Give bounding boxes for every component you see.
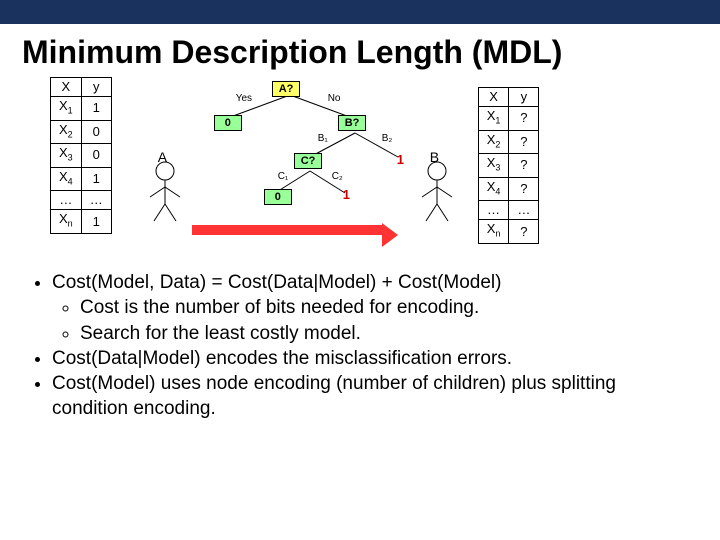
tree-root: A? — [272, 81, 301, 97]
list-item: Cost(Data|Model) encodes the misclassifi… — [52, 347, 690, 371]
edge-label-b2: B₂ — [382, 133, 393, 144]
table-row: …… — [51, 191, 112, 210]
tree-leaf: 1 — [397, 152, 404, 167]
tree-leaf: 0 — [264, 189, 292, 205]
col-header: X — [478, 88, 509, 107]
table-row: X y — [51, 78, 112, 97]
list-item: Cost(Model) uses node encoding (number o… — [52, 372, 690, 421]
col-header: y — [81, 78, 111, 97]
decision-tree-diagram: A? B? C? Yes No B₁ B₂ C₁ C₂ 0 1 0 1 A — [130, 77, 460, 257]
person-a-icon — [140, 159, 190, 229]
list-item: Cost(Model, Data) = Cost(Data|Model) + C… — [52, 271, 690, 346]
tree-node-b: B? — [338, 115, 367, 131]
table-row: X y — [478, 88, 539, 107]
left-data-table: X y X11 X20 X30 X41 …… Xn1 — [50, 77, 112, 234]
person-a-label: A — [158, 149, 167, 165]
col-header: y — [509, 88, 539, 107]
tree-node-c: C? — [294, 153, 323, 169]
edge-label-yes: Yes — [236, 93, 252, 104]
tree-leaf: 1 — [343, 187, 350, 202]
table-row: X20 — [51, 120, 112, 144]
edge-label-no: No — [328, 93, 341, 104]
slide-top-bar — [0, 0, 720, 24]
figure-row: X y X11 X20 X30 X41 …… Xn1 A? B? C? Yes … — [0, 77, 720, 257]
table-row: X30 — [51, 144, 112, 168]
edge-label-b1: B₁ — [318, 133, 328, 144]
edge-label-c1: C₁ — [278, 171, 289, 182]
list-item: Cost is the number of bits needed for en… — [80, 296, 690, 320]
table-row: Xn? — [478, 220, 539, 244]
table-row: X11 — [51, 97, 112, 121]
list-item: Search for the least costly model. — [80, 322, 690, 346]
person-b-label: B — [430, 149, 439, 165]
person-b-icon — [412, 159, 462, 229]
table-row: X1? — [478, 107, 539, 131]
bullet-list: Cost(Model, Data) = Cost(Data|Model) + C… — [30, 271, 690, 421]
page-title: Minimum Description Length (MDL) — [22, 34, 720, 71]
table-row: Xn1 — [51, 210, 112, 234]
table-row: X3? — [478, 154, 539, 178]
table-row: X2? — [478, 130, 539, 154]
tree-leaf: 0 — [214, 115, 242, 131]
edge-label-c2: C₂ — [332, 171, 343, 182]
right-data-table: X y X1? X2? X3? X4? …… Xn? — [478, 87, 540, 244]
table-row: …… — [478, 201, 539, 220]
transfer-arrow-icon — [192, 225, 384, 235]
table-row: X41 — [51, 167, 112, 191]
col-header: X — [51, 78, 82, 97]
table-row: X4? — [478, 177, 539, 201]
